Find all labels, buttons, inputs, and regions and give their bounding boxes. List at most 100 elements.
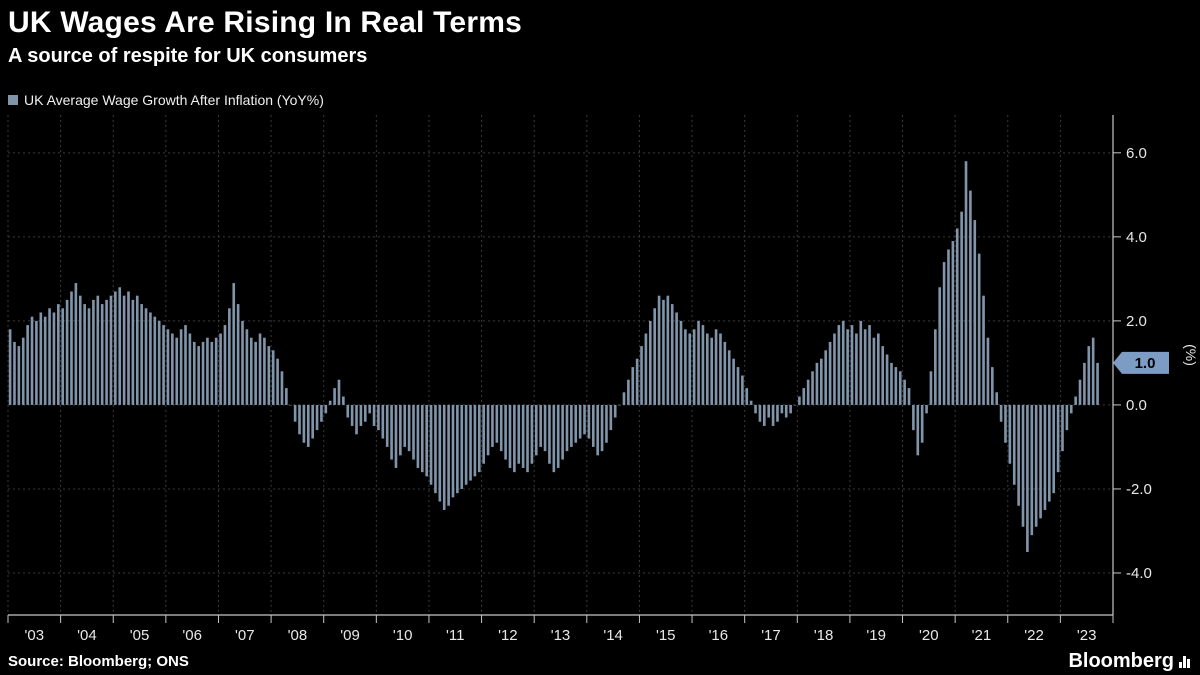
- bar: [609, 404, 613, 431]
- bar: [39, 312, 43, 405]
- bar: [798, 396, 801, 405]
- bar: [21, 337, 25, 405]
- last-value-label: 1.0: [1135, 355, 1156, 372]
- bar: [1096, 362, 1099, 405]
- bar: [820, 358, 823, 405]
- bar: [48, 308, 51, 405]
- bar: [477, 404, 481, 473]
- bar: [727, 350, 731, 405]
- x-tick-label: '06: [182, 627, 202, 644]
- x-tick-label: '18: [814, 627, 834, 644]
- bar: [863, 329, 867, 405]
- bar: [920, 404, 924, 443]
- bar: [692, 329, 696, 405]
- bar: [1039, 404, 1042, 519]
- bar: [600, 404, 604, 452]
- bar: [815, 362, 819, 405]
- x-axis-labels: '03 '04 '05 '06 '07 '08 '09 '10 '11 '12 '13 '14 '15 '…: [25, 627, 1097, 644]
- bar: [399, 404, 402, 456]
- x-tick-label: '11: [446, 627, 464, 644]
- bar: [438, 404, 442, 502]
- bar: [206, 337, 209, 405]
- bar: [131, 299, 135, 405]
- bar: [254, 341, 257, 405]
- bar: [679, 320, 683, 405]
- x-tick-label: '05: [130, 627, 150, 644]
- gridlines: [7, 115, 1113, 615]
- wage-growth-bar-chart: '03 '04 '05 '06 '07 '08 '09 '10 '11 '12 '13 '14 '15 '…: [7, 115, 1199, 644]
- x-tick-label: '16: [709, 627, 729, 644]
- bar: [429, 404, 433, 485]
- bar: [403, 404, 407, 447]
- bar: [385, 404, 389, 447]
- bar: [986, 337, 990, 405]
- bar: [96, 295, 100, 405]
- bar: [1021, 404, 1025, 527]
- bar: [236, 304, 240, 405]
- bar: [464, 404, 468, 485]
- bar: [1087, 346, 1091, 405]
- bar: [513, 404, 516, 473]
- bar: [793, 404, 797, 406]
- bar: [280, 371, 284, 405]
- bar: [289, 404, 293, 406]
- bloomberg-wordmark: Bloomberg: [1068, 650, 1174, 672]
- bar: [1061, 404, 1064, 452]
- bar: [850, 325, 854, 405]
- bar: [521, 404, 525, 468]
- x-tick-label: '07: [235, 627, 255, 644]
- bar: [135, 295, 139, 405]
- bar: [828, 341, 832, 405]
- bar: [293, 404, 297, 422]
- bar: [951, 241, 955, 405]
- bar: [999, 404, 1003, 422]
- bar: [495, 404, 499, 443]
- bar: [666, 295, 670, 405]
- bar: [995, 392, 999, 405]
- bar: [188, 333, 192, 405]
- bar: [517, 404, 521, 464]
- bar: [1026, 404, 1029, 552]
- bar: [105, 299, 108, 405]
- bar: [977, 253, 981, 405]
- bar: [491, 404, 494, 447]
- bar: [675, 312, 678, 405]
- bar: [65, 299, 69, 405]
- bar: [1065, 404, 1069, 431]
- bar: [1012, 404, 1016, 485]
- bar: [890, 362, 893, 405]
- bar: [605, 404, 608, 443]
- bar: [635, 358, 639, 405]
- bar: [648, 320, 652, 405]
- bar: [587, 404, 591, 439]
- bar: [631, 367, 635, 405]
- bar: [425, 404, 428, 477]
- bar: [784, 404, 788, 418]
- bar: [197, 346, 200, 405]
- bar: [767, 404, 771, 418]
- bar: [1074, 396, 1077, 405]
- bar: [57, 304, 60, 405]
- bar: [219, 333, 222, 405]
- bar: [1056, 404, 1060, 473]
- page-subtitle: A source of respite for UK consumers: [8, 45, 368, 67]
- bar: [841, 320, 845, 405]
- bar: [35, 320, 38, 405]
- bar: [451, 404, 455, 498]
- y-tick-label: 6.0: [1126, 145, 1147, 162]
- bar: [771, 404, 775, 426]
- bar: [964, 161, 968, 405]
- bar: [596, 404, 599, 456]
- bar: [140, 304, 143, 405]
- bar: [789, 404, 792, 414]
- bar: [162, 325, 165, 405]
- y-tick-label: 0.0: [1126, 397, 1147, 414]
- bar: [368, 404, 371, 414]
- bar: [26, 325, 29, 405]
- bar: [372, 404, 376, 426]
- bar: [833, 333, 836, 405]
- bar: [627, 379, 630, 405]
- bar: [52, 312, 56, 405]
- bar: [556, 404, 560, 468]
- bar: [583, 404, 586, 435]
